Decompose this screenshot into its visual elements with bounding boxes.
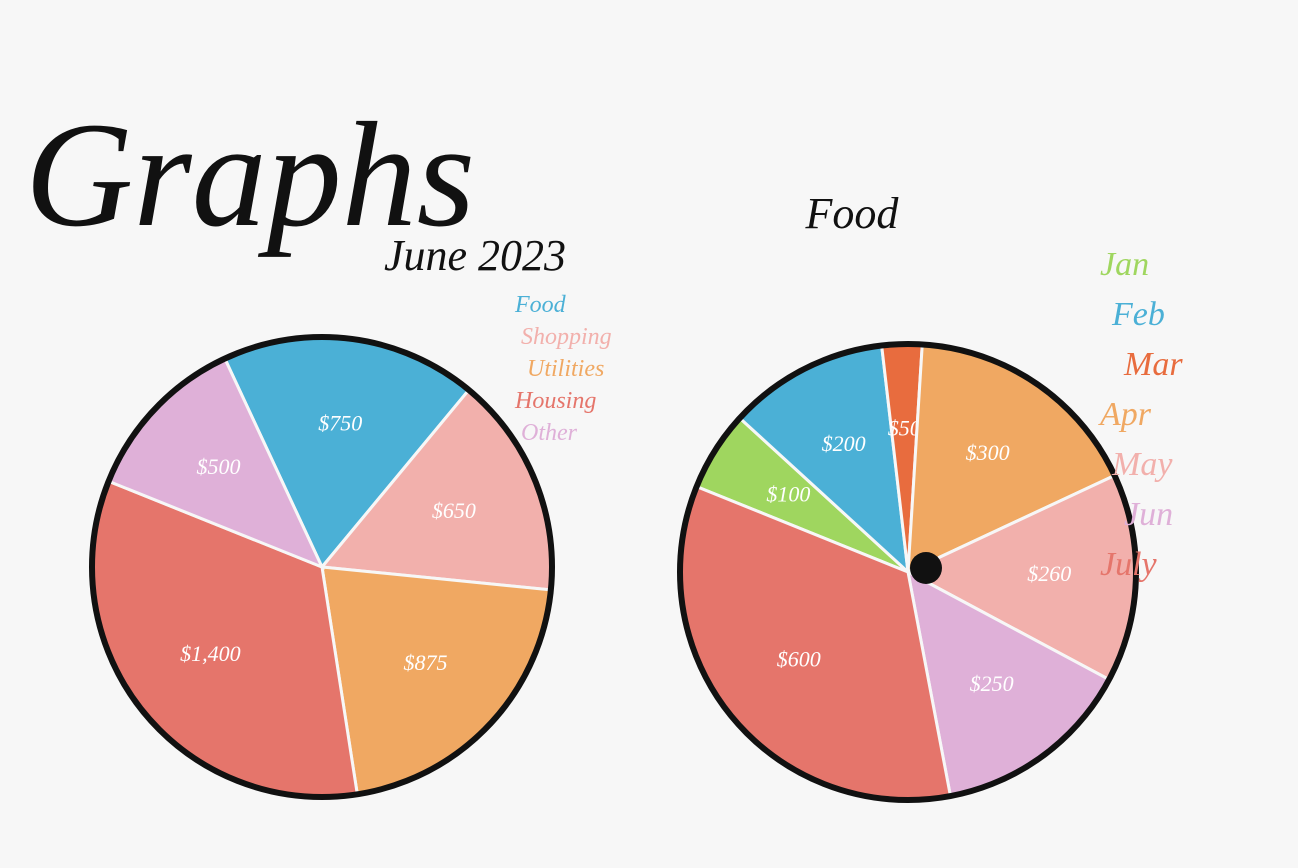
pie-outline <box>89 334 555 800</box>
legend-label: Mar <box>1123 346 1183 383</box>
legend-label: Feb <box>1111 296 1165 333</box>
legend-label: Other <box>521 420 578 446</box>
chart-title: Food <box>805 189 900 238</box>
slice-label: $650 <box>432 498 476 523</box>
legend-label: Shopping <box>521 324 612 350</box>
legend-label: Apr <box>1098 396 1152 433</box>
slice-label: $875 <box>404 650 448 675</box>
slice-label: $250 <box>970 671 1014 696</box>
slice-label: $260 <box>1027 561 1071 586</box>
slice-label: $100 <box>766 482 810 507</box>
slice-label: $300 <box>966 440 1010 465</box>
slice-label: $200 <box>822 431 866 456</box>
legend-label: Utilities <box>527 356 604 382</box>
legend-label: Jan <box>1100 246 1149 283</box>
slice-label: $1,400 <box>180 641 241 666</box>
legend-label: May <box>1111 446 1173 483</box>
page-title: Graphs <box>25 92 475 258</box>
chart-title: June 2023 <box>384 231 566 280</box>
legend-label: Housing <box>514 388 596 414</box>
slice-label: $600 <box>777 647 821 672</box>
legend-label: Jun <box>1124 496 1173 533</box>
slice-label: $500 <box>196 454 240 479</box>
pie-outline <box>677 341 1139 803</box>
legend-label: July <box>1100 546 1158 583</box>
slice-label: $750 <box>318 411 362 436</box>
legend-label: Food <box>514 292 567 318</box>
pie-center <box>910 552 942 584</box>
